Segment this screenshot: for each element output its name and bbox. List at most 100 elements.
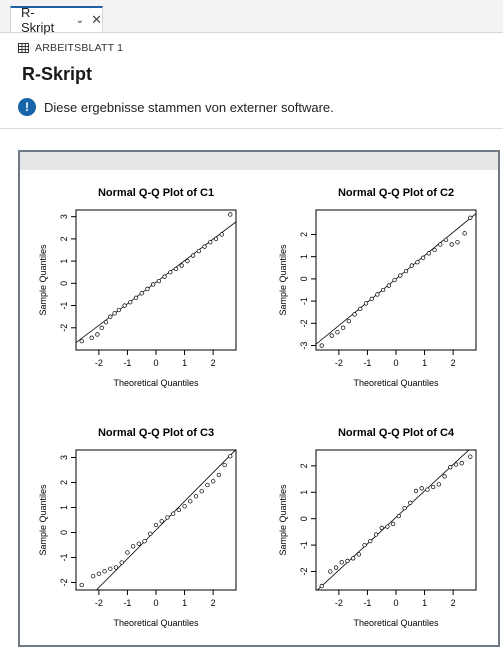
qq-point <box>319 343 324 348</box>
qq-point <box>468 454 473 459</box>
y-tick-label: 0 <box>299 276 309 281</box>
qq-reference-line <box>316 450 470 590</box>
divider <box>0 128 503 129</box>
qq-point <box>159 519 164 524</box>
qq-point <box>208 240 213 245</box>
plot-title: Normal Q-Q Plot of C2 <box>338 187 454 199</box>
chevron-down-icon[interactable]: ⌄ <box>75 14 85 26</box>
qq-point <box>116 307 122 313</box>
qq-point <box>119 560 124 565</box>
qq-point <box>386 283 392 288</box>
y-tick-label: -2 <box>59 324 69 332</box>
y-tick-label: -1 <box>299 541 309 549</box>
x-tick-label: 2 <box>211 358 216 368</box>
qq-point <box>335 330 340 335</box>
qq-point <box>319 583 324 589</box>
qq-point <box>102 569 107 574</box>
y-tick-label: -2 <box>299 568 309 576</box>
qq-plot-svg: Normal Q-Q Plot of C3 -2 -1 0 1 2 -2 -1 0 1 2 3 Theo… <box>38 427 237 628</box>
r-output-frame: Normal Q-Q Plot of C1 -2 -1 0 1 2 -2 -1 0 1 2 3 Theo… <box>18 150 500 647</box>
qq-point <box>350 556 356 561</box>
y-tick-label: 2 <box>299 232 309 237</box>
x-tick-label: 0 <box>153 358 158 368</box>
qq-point <box>385 524 390 529</box>
qq-point <box>228 454 233 459</box>
qq-point <box>185 258 190 264</box>
info-icon: ! <box>18 98 36 116</box>
tab-r-skript[interactable]: R-Skript ⌄ ✕ <box>10 5 103 35</box>
qq-point <box>139 291 144 296</box>
qq-point <box>453 462 459 467</box>
output-header-bar <box>20 152 498 170</box>
qq-point <box>448 465 453 470</box>
y-tick-label: 3 <box>59 214 69 219</box>
qq-point <box>420 255 426 260</box>
qq-point <box>339 560 344 565</box>
x-axis-label: Theoretical Quantiles <box>353 618 439 628</box>
close-icon[interactable]: ✕ <box>91 12 102 27</box>
qq-point <box>162 274 167 279</box>
qq-point <box>190 253 196 258</box>
x-tick-label: -1 <box>363 598 371 608</box>
plot-box <box>75 449 237 591</box>
qq-point <box>375 292 380 297</box>
qq-point <box>462 231 467 236</box>
qq-point <box>409 263 414 268</box>
qq-point <box>150 282 156 287</box>
qq-point <box>408 500 413 505</box>
info-notice: ! Diese ergebnisse stammen von externer … <box>18 98 334 116</box>
qq-point <box>103 320 109 325</box>
y-tick-label: 3 <box>59 455 69 460</box>
qq-point <box>413 488 419 494</box>
qq-point <box>133 295 139 300</box>
qq-point <box>392 277 397 283</box>
x-tick-label: 2 <box>451 598 456 608</box>
x-axis-label: Theoretical Quantiles <box>113 618 199 628</box>
qq-point <box>398 273 403 278</box>
qq-point <box>426 251 432 256</box>
plot-title: Normal Q-Q Plot of C4 <box>338 427 455 439</box>
x-tick-label: 0 <box>393 598 398 608</box>
qq-point <box>216 472 222 478</box>
y-tick-label: 1 <box>59 259 69 264</box>
y-tick-label: 1 <box>299 490 309 495</box>
y-tick-label: -2 <box>59 578 69 586</box>
qq-point <box>196 248 202 254</box>
qq-plot-svg: Normal Q-Q Plot of C4 -2 -1 0 1 2 -2 -1 0 1 2 Theor… <box>278 427 477 628</box>
qq-point <box>369 296 374 302</box>
qq-point <box>438 242 443 247</box>
qq-point <box>380 287 386 293</box>
y-tick-label: 0 <box>299 516 309 521</box>
notice-text: Diese ergebnisse stammen von externer so… <box>44 99 334 115</box>
qq-point <box>468 215 473 220</box>
plot-title: Normal Q-Q Plot of C3 <box>98 427 214 439</box>
qq-point <box>402 505 407 511</box>
y-tick-label: -2 <box>299 319 309 327</box>
qq-point <box>340 325 346 330</box>
y-axis-label: Sample Quantiles <box>38 484 48 556</box>
qq-point <box>356 552 362 557</box>
qq-point <box>99 325 104 330</box>
qq-plot-c4: Normal Q-Q Plot of C4 -2 -1 0 1 2 -2 -1 0 1 2 Theor… <box>260 412 500 647</box>
y-axis-label: Sample Quantiles <box>38 244 48 316</box>
y-axis-label: Sample Quantiles <box>278 244 288 316</box>
qq-point <box>112 311 117 316</box>
x-tick-label: 0 <box>153 598 158 608</box>
x-tick-label: 1 <box>182 358 187 368</box>
qq-point <box>142 539 147 544</box>
qq-point <box>202 244 207 249</box>
qq-point <box>455 240 460 245</box>
x-tick-label: 1 <box>422 358 427 368</box>
qq-point <box>170 511 176 516</box>
qq-point <box>368 538 373 544</box>
qq-point <box>396 513 402 519</box>
qq-point <box>219 232 224 237</box>
y-tick-label: 2 <box>59 480 69 485</box>
tab-label: R-Skript <box>21 5 55 35</box>
y-tick-label: 2 <box>299 463 309 468</box>
qq-point <box>90 574 96 579</box>
plot-title: Normal Q-Q Plot of C1 <box>98 187 214 199</box>
breadcrumb[interactable]: ARBEITSBLATT 1 <box>18 42 123 54</box>
qq-point <box>113 565 119 570</box>
qq-point <box>443 237 449 243</box>
